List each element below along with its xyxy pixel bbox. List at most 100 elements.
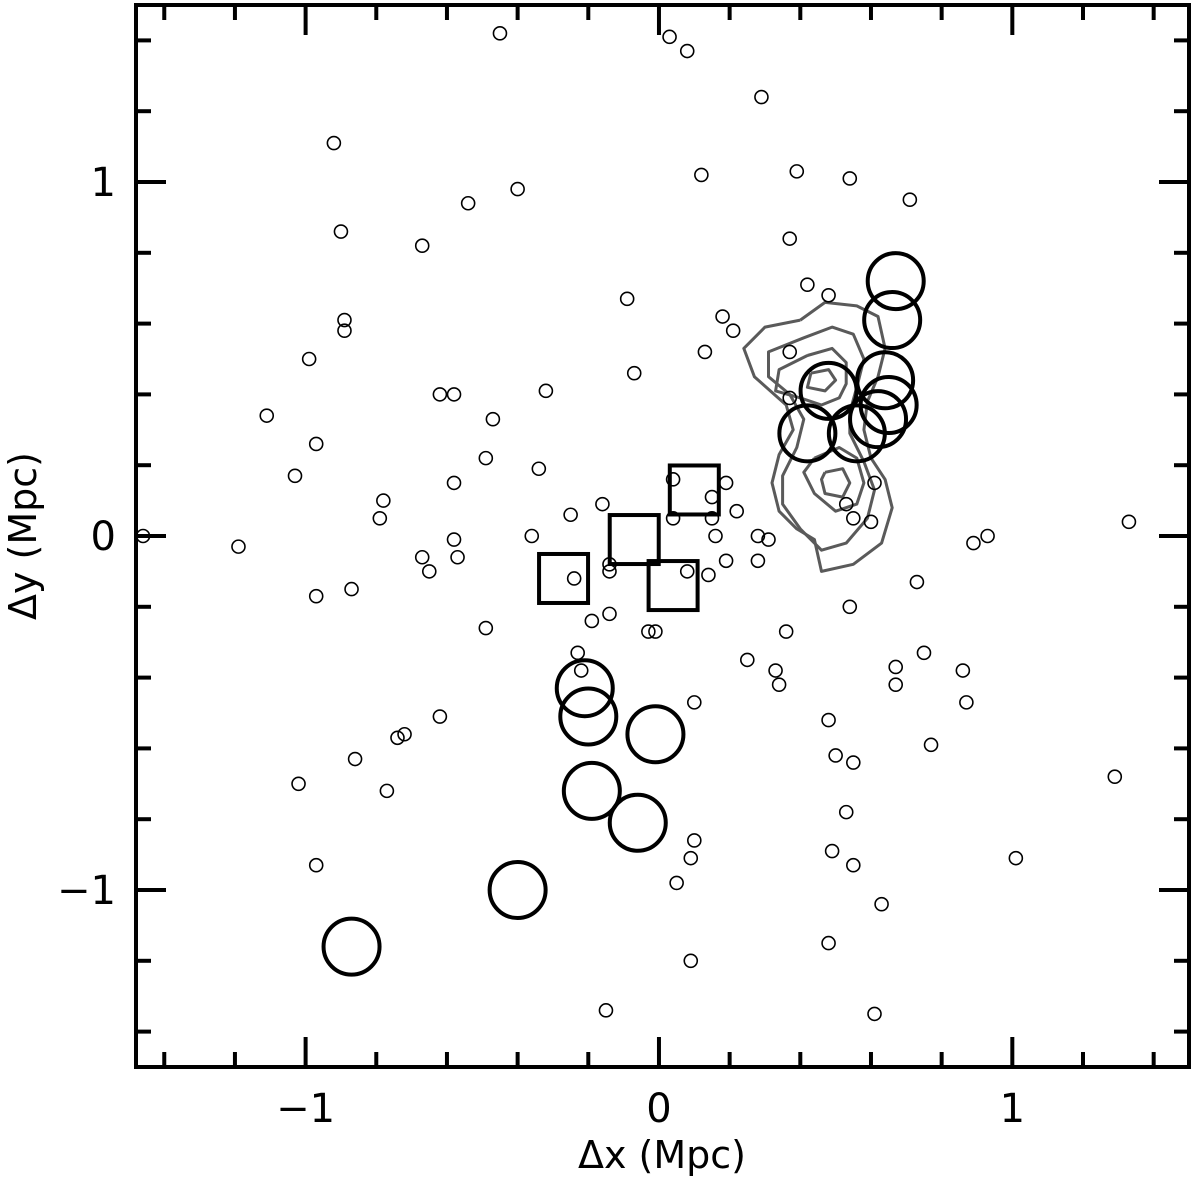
galaxy-point <box>916 645 932 661</box>
large-circle-marker <box>561 760 622 821</box>
galaxy-point <box>135 528 151 544</box>
density-contour <box>805 368 838 393</box>
galaxy-point <box>768 663 783 678</box>
galaxy-point <box>563 507 578 523</box>
square-marker <box>537 551 591 605</box>
x-axis-label: Δx (Mpc) <box>578 1133 746 1177</box>
y-tick-label: 1 <box>91 160 116 206</box>
galaxy-point <box>679 564 695 579</box>
density-contour <box>820 467 852 499</box>
galaxy-point <box>1121 514 1137 530</box>
galaxy-point <box>432 709 448 724</box>
galaxy-point <box>842 599 858 615</box>
large-circle-marker <box>625 704 686 765</box>
galaxy-point <box>524 528 540 544</box>
galaxy-point <box>347 751 363 767</box>
large-circle-marker <box>862 290 923 351</box>
galaxy-point <box>909 574 925 590</box>
galaxy-point <box>821 935 836 951</box>
galaxy-point <box>966 535 981 551</box>
galaxy-point <box>955 663 971 678</box>
galaxy-point <box>414 238 430 254</box>
galaxy-point <box>750 528 766 544</box>
galaxy-point <box>584 613 600 629</box>
galaxy-point <box>478 620 494 636</box>
large-circle-marker <box>798 360 859 421</box>
galaxy-point <box>372 510 388 526</box>
galaxy-point <box>824 843 840 859</box>
galaxy-point <box>683 953 699 969</box>
galaxy-point <box>782 231 798 246</box>
plot-frame <box>134 3 1191 1069</box>
galaxy-point <box>846 510 861 526</box>
galaxy-point <box>888 677 904 692</box>
galaxy-point <box>800 277 815 292</box>
galaxy-point <box>662 29 677 45</box>
galaxy-point <box>697 344 713 360</box>
galaxy-point <box>421 564 437 579</box>
galaxy-point <box>761 532 776 547</box>
galaxy-point <box>846 755 861 770</box>
galaxy-point <box>838 804 854 820</box>
galaxy-point <box>376 493 391 508</box>
galaxy-point <box>308 857 324 873</box>
galaxy-point <box>573 663 589 678</box>
galaxy-point <box>821 712 836 728</box>
galaxy-point <box>598 1003 614 1018</box>
galaxy-point <box>708 528 723 544</box>
square-marker <box>667 463 721 517</box>
galaxy-point <box>842 171 858 186</box>
galaxy-point <box>414 549 430 565</box>
galaxy-point <box>665 472 681 487</box>
contour-layer <box>742 300 894 573</box>
galaxy-point <box>538 383 554 399</box>
square-marker <box>646 559 700 613</box>
galaxy-point <box>782 390 798 406</box>
galaxy-point <box>510 181 525 197</box>
galaxy-point <box>308 588 324 604</box>
galaxy-point <box>923 737 939 753</box>
large-circle-marker <box>855 350 916 411</box>
galaxy-point <box>308 436 324 452</box>
galaxy-point <box>626 365 642 381</box>
galaxy-point <box>1107 769 1123 785</box>
galaxy-point <box>704 489 720 505</box>
galaxy-point <box>778 624 794 639</box>
galaxy-point <box>789 164 805 179</box>
galaxy-point <box>287 468 303 484</box>
density-contour <box>742 300 894 573</box>
galaxy-point <box>687 833 702 848</box>
galaxy-point <box>648 624 663 639</box>
galaxy-point <box>231 539 246 554</box>
galaxy-point <box>867 475 882 491</box>
y-axis-label: Δy (Mpc) <box>1 452 45 620</box>
galaxy-point <box>446 532 462 547</box>
y-tick-label: −1 <box>57 868 116 914</box>
galaxy-point <box>821 287 836 303</box>
large-circle-marker <box>607 792 668 853</box>
galaxy-point <box>344 581 359 597</box>
galaxy-point <box>754 89 769 105</box>
galaxy-point <box>838 496 854 512</box>
galaxy-point <box>846 857 861 873</box>
large-circle-marker <box>321 916 382 977</box>
galaxy-point <box>326 135 342 151</box>
large-circle-marker <box>865 251 926 312</box>
galaxy-point <box>337 323 352 338</box>
galaxy-point <box>333 224 349 239</box>
galaxy-point <box>641 624 656 639</box>
square-marker <box>607 513 661 567</box>
galaxy-point <box>566 571 582 586</box>
galaxy-point <box>874 896 889 912</box>
galaxy-point <box>301 351 317 367</box>
large-circle-marker <box>848 389 909 450</box>
galaxy-point <box>771 677 787 692</box>
galaxy-point <box>718 553 734 569</box>
x-tick-label: −1 <box>276 1086 335 1132</box>
galaxy-point <box>478 450 494 466</box>
galaxy-point <box>867 1006 882 1022</box>
x-tick-label: 1 <box>1000 1086 1025 1132</box>
large-circle-marker <box>777 403 838 464</box>
galaxy-point <box>446 475 462 491</box>
